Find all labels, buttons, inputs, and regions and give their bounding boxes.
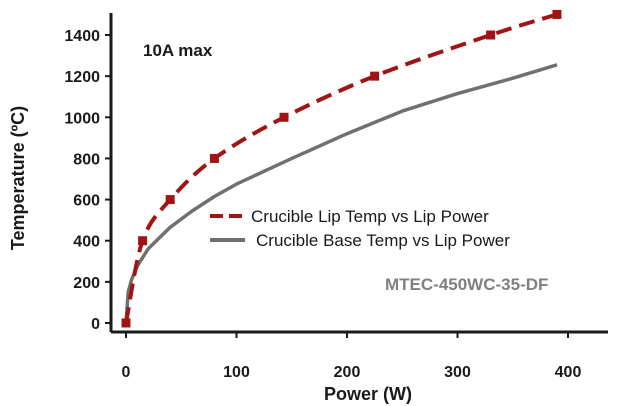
- x-tick-label: 0: [122, 364, 131, 381]
- legend: Crucible Lip Temp vs Lip Power Crucible …: [210, 207, 510, 250]
- y-tick-label: 1200: [64, 69, 100, 86]
- y-tick-label: 200: [73, 275, 100, 292]
- y-tick-label: 0: [91, 316, 100, 333]
- lip-temp-marker: [138, 236, 148, 246]
- legend-label-base: Crucible Base Temp vs Lip Power: [256, 231, 510, 250]
- y-tick-label: 1000: [64, 110, 100, 127]
- model-number-label: MTEC-450WC-35-DF: [385, 275, 548, 294]
- axes: [109, 13, 608, 334]
- x-axis-title: Power (W): [324, 384, 412, 404]
- ticks: 0 100 200 300 400 0 200 400 600 800 1000 1200 1400: [64, 28, 581, 381]
- lip-temp-marker: [486, 30, 496, 40]
- y-tick-label: 400: [73, 234, 100, 251]
- lip-temp-marker: [209, 153, 219, 163]
- y-tick-label: 600: [73, 193, 100, 210]
- x-tick-label: 300: [444, 364, 471, 381]
- lip-temp-marker: [121, 318, 131, 328]
- y-tick-label: 800: [73, 151, 100, 168]
- x-tick-label: 400: [555, 364, 582, 381]
- lip-temp-marker: [552, 9, 562, 19]
- series: [121, 9, 562, 328]
- x-tick-label: 100: [223, 364, 250, 381]
- x-tick-label: 200: [334, 364, 361, 381]
- lip-temp-marker: [165, 195, 175, 205]
- current-limit-annotation: 10A max: [143, 41, 213, 60]
- legend-label-lip: Crucible Lip Temp vs Lip Power: [251, 207, 489, 226]
- lip-temp-marker: [279, 112, 289, 122]
- y-tick-label: 1400: [64, 28, 100, 45]
- lip-temp-marker: [370, 71, 380, 81]
- y-axis-title: Temperature (ºC): [8, 106, 28, 250]
